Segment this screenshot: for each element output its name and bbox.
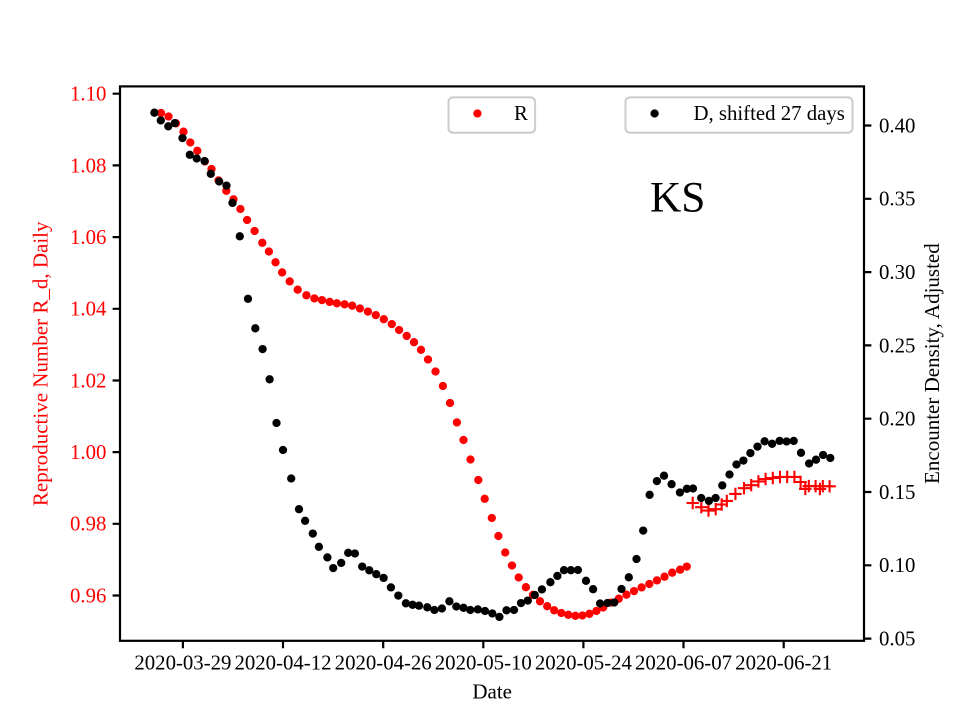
svg-text:Date: Date [472, 680, 512, 704]
svg-text:2020-03-29: 2020-03-29 [134, 652, 231, 675]
svg-text:Reproductive Number R_d, Daily: Reproductive Number R_d, Daily [29, 221, 53, 506]
svg-text:1.04: 1.04 [70, 298, 107, 321]
svg-text:2020-04-12: 2020-04-12 [234, 652, 331, 675]
svg-text:2020-05-24: 2020-05-24 [535, 652, 633, 675]
svg-text:0.10: 0.10 [879, 554, 915, 577]
svg-text:2020-06-07: 2020-06-07 [635, 652, 732, 675]
svg-text:0.05: 0.05 [879, 628, 915, 651]
svg-text:0.30: 0.30 [879, 261, 915, 284]
svg-text:D, shifted 27 days: D, shifted 27 days [694, 102, 845, 125]
svg-text:0.40: 0.40 [879, 114, 915, 137]
svg-text:0.96: 0.96 [70, 584, 106, 607]
svg-text:1.10: 1.10 [70, 83, 106, 106]
svg-text:1.00: 1.00 [70, 441, 106, 464]
svg-text:1.02: 1.02 [70, 369, 106, 392]
svg-text:2020-04-26: 2020-04-26 [335, 652, 432, 675]
svg-text:1.06: 1.06 [70, 226, 106, 249]
svg-text:R: R [514, 102, 528, 125]
svg-text:1.08: 1.08 [70, 154, 106, 177]
svg-text:0.20: 0.20 [879, 408, 915, 431]
svg-text:2020-06-21: 2020-06-21 [735, 652, 832, 675]
svg-text:0.35: 0.35 [879, 188, 915, 211]
svg-text:0.98: 0.98 [70, 513, 106, 536]
svg-text:KS: KS [650, 173, 705, 221]
svg-text:0.25: 0.25 [879, 334, 915, 357]
svg-text:0.15: 0.15 [879, 481, 915, 504]
svg-text:Encounter Density, Adjusted: Encounter Density, Adjusted [920, 243, 944, 484]
svg-text:2020-05-10: 2020-05-10 [435, 652, 532, 675]
